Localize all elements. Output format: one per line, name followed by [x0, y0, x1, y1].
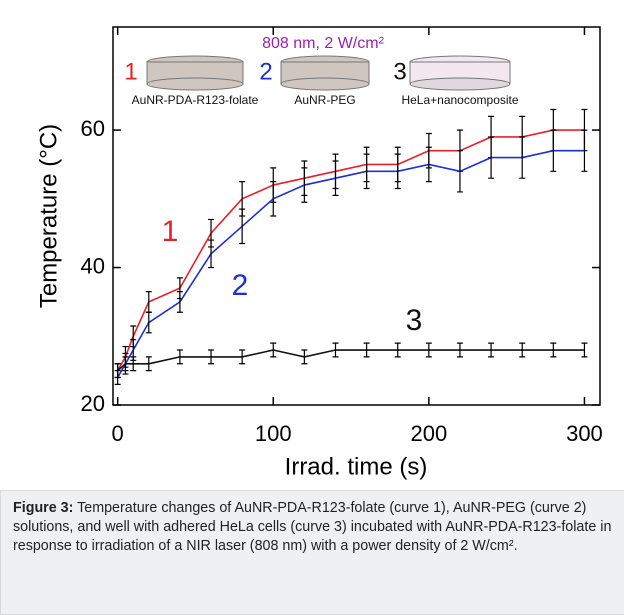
y-tick-label: 60	[81, 116, 105, 141]
error-bar	[394, 153, 401, 190]
error-bar	[332, 342, 339, 358]
annotation: AuNR-PDA-R123-folate	[132, 93, 259, 107]
error-bar	[145, 291, 152, 313]
error-bar	[114, 363, 121, 379]
y-tick-label: 40	[81, 253, 105, 278]
x-tick-label: 0	[112, 421, 124, 446]
annotation: AuNR-PEG	[294, 93, 355, 107]
error-bar	[519, 342, 526, 358]
error-bar	[425, 146, 432, 183]
error-bar	[176, 291, 183, 313]
inset-number: 2	[259, 58, 272, 85]
curve-label: 1	[162, 215, 179, 248]
plot-frame	[112, 26, 601, 406]
error-bar	[519, 136, 526, 179]
x-tick-label: 100	[255, 421, 292, 446]
caption-text: Temperature changes of AuNR-PDA-R123-fol…	[13, 500, 612, 554]
curve-label: 3	[406, 304, 423, 337]
error-bar	[130, 356, 137, 372]
series-line	[116, 149, 585, 378]
y-tick-label: 20	[81, 391, 105, 416]
caption: Figure 3: Temperature changes of AuNR-PD…	[0, 490, 624, 615]
error-bar	[270, 181, 277, 217]
error-bar	[208, 349, 215, 365]
error-bar	[208, 239, 215, 269]
caption-label: Figure 3:	[13, 500, 74, 516]
series-line	[117, 349, 585, 372]
inset-number: 3	[393, 58, 406, 85]
annotation: 808 nm, 2 W/cm²	[262, 35, 384, 52]
vessel-icons	[146, 55, 511, 91]
error-bar	[550, 129, 557, 172]
error-bar	[239, 349, 246, 365]
error-bar	[550, 342, 557, 358]
error-bar	[425, 342, 432, 358]
y-axis-label: Temperature (°C)	[35, 124, 62, 308]
error-bar	[456, 342, 463, 358]
error-bar	[488, 342, 495, 358]
error-bar	[145, 356, 152, 372]
series-line	[116, 129, 585, 372]
error-bar	[301, 167, 308, 203]
error-bar	[270, 342, 277, 358]
error-bar	[239, 208, 246, 245]
chart: 1 2 3 Irrad. time (s) Temperature (°C) 2…	[35, 26, 603, 480]
error-bar	[394, 342, 401, 358]
error-bar	[488, 136, 495, 179]
error-bar	[581, 129, 588, 172]
x-tick-label: 300	[566, 421, 603, 446]
error-bar	[332, 160, 339, 196]
x-tick-label: 200	[410, 421, 447, 446]
error-bar	[122, 356, 129, 372]
error-bar	[456, 150, 463, 193]
error-bar	[363, 342, 370, 358]
inset-number: 1	[124, 58, 137, 85]
error-bar	[301, 349, 308, 365]
annotation: HeLa+nanocomposite	[401, 93, 518, 107]
error-bar	[176, 349, 183, 365]
curve-label: 2	[232, 269, 249, 302]
x-axis-label: Irrad. time (s)	[285, 453, 428, 480]
error-bar	[363, 153, 370, 190]
error-bar	[145, 311, 152, 334]
error-bar	[581, 342, 588, 358]
